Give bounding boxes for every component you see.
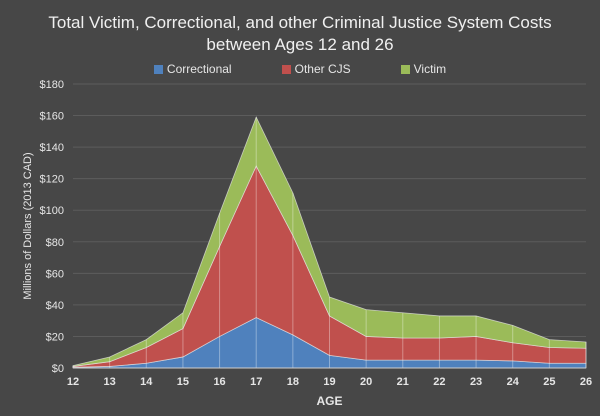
y-tick-label: $40 [46,300,64,312]
chart-title-line-2: between Ages 12 and 26 [206,35,394,54]
y-axis-title: Millions of Dollars (2013 CAD) [22,152,34,299]
legend-swatch-other-cjs [281,64,291,74]
y-tick-label: $100 [40,205,64,217]
x-tick-label: 17 [250,376,262,388]
x-tick-label: 18 [287,376,299,388]
legend-label: Other CJS [294,62,351,76]
legend-label: Victim [413,62,447,76]
x-tick-label: 13 [104,376,116,388]
legend-item-victim: Victim [400,62,447,76]
legend: Correctional Other CJS Victim [0,62,600,76]
x-tick-label: 16 [213,376,225,388]
y-tick-label: $20 [46,331,64,343]
chart-title-line-1: Total Victim, Correctional, and other Cr… [48,13,552,32]
x-tick-label: 12 [67,376,79,388]
area-victim [72,116,587,367]
x-axis-title: AGE [316,394,342,408]
x-tick-label: 20 [360,376,372,388]
y-tick-label: $140 [40,142,64,154]
x-tick-label: 15 [177,376,189,388]
legend-swatch-victim [400,64,410,74]
x-tick-label: 21 [397,376,409,388]
x-tick-label: 22 [433,376,445,388]
legend-swatch-correctional [153,64,163,74]
y-tick-label: $80 [46,237,64,249]
y-tick-label: $160 [40,111,64,123]
y-tick-label: $120 [40,174,64,186]
x-tick-label: 25 [543,376,555,388]
legend-item-other-cjs: Other CJS [281,62,351,76]
x-tick-label: 24 [507,376,520,388]
x-tick-label: 14 [140,376,153,388]
y-tick-label: $60 [46,268,64,280]
chart-title: Total Victim, Correctional, and other Cr… [0,12,600,56]
legend-label: Correctional [166,62,232,76]
y-tick-label: $180 [40,79,64,91]
x-tick-label: 19 [323,376,335,388]
x-tick-label: 26 [580,376,592,388]
legend-item-correctional: Correctional [153,62,232,76]
y-tick-label: $0 [52,363,64,375]
x-tick-label: 23 [470,376,482,388]
